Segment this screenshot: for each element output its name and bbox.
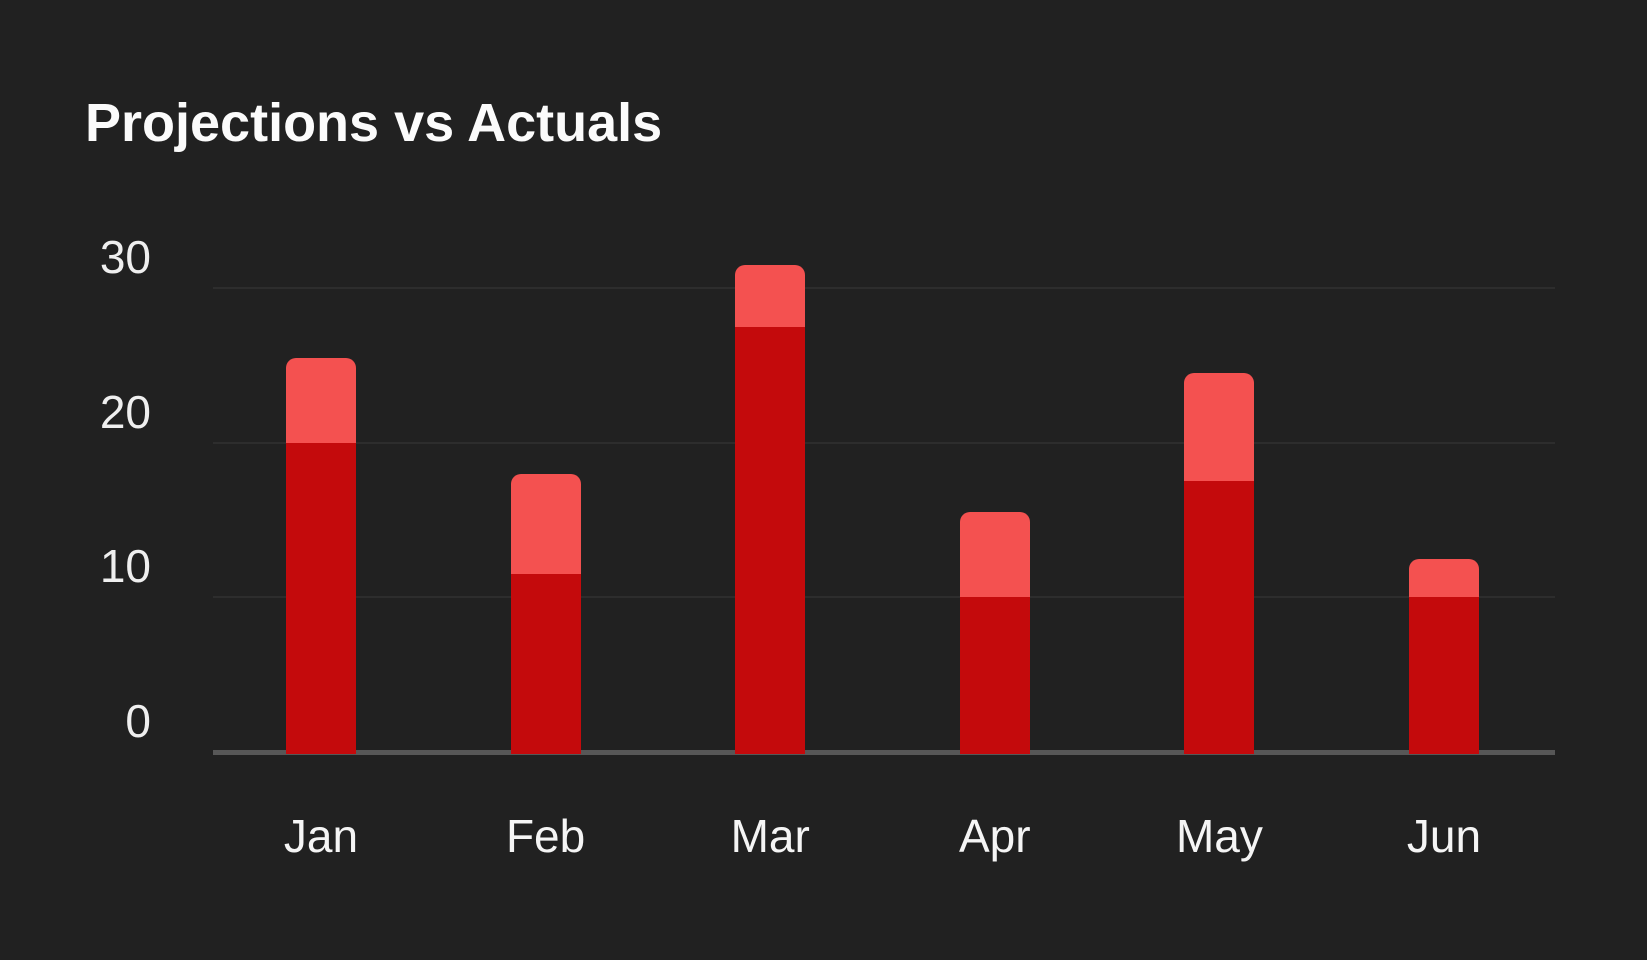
actual-bar-segment [510,574,581,754]
y-axis-tick-label: 20 [99,385,151,438]
y-axis-tick-label: 0 [125,695,151,747]
bar-group-jun [1409,558,1479,754]
actual-bar-segment [1184,481,1255,754]
bar-group-apr [959,512,1030,754]
bar-group-jan [286,357,356,754]
actual-bar-segment [1409,597,1479,754]
x-axis-label: Mar [730,810,810,862]
actual-bar-segment [735,326,806,754]
x-axis-label: Feb [505,810,586,862]
bar-group-feb [510,473,581,754]
y-axis-tick-label: 10 [99,540,151,593]
bar-group-mar [735,264,806,754]
x-axis-label: Jan [283,810,359,862]
actual-bar-segment [286,442,356,754]
x-axis-label: Apr [959,810,1031,862]
x-axis-line [213,750,1555,755]
gridline-10 [213,596,1555,599]
y-axis-tick-label: 30 [99,230,151,283]
gridline-20 [213,441,1555,444]
chart-title: Projections vs Actuals [85,93,663,153]
x-axis-label: May [1175,810,1263,862]
actual-bar-segment [959,597,1030,754]
x-axis-label: Jun [1406,810,1482,862]
bar-group-may [1184,373,1255,754]
gridline-30 [213,286,1555,289]
